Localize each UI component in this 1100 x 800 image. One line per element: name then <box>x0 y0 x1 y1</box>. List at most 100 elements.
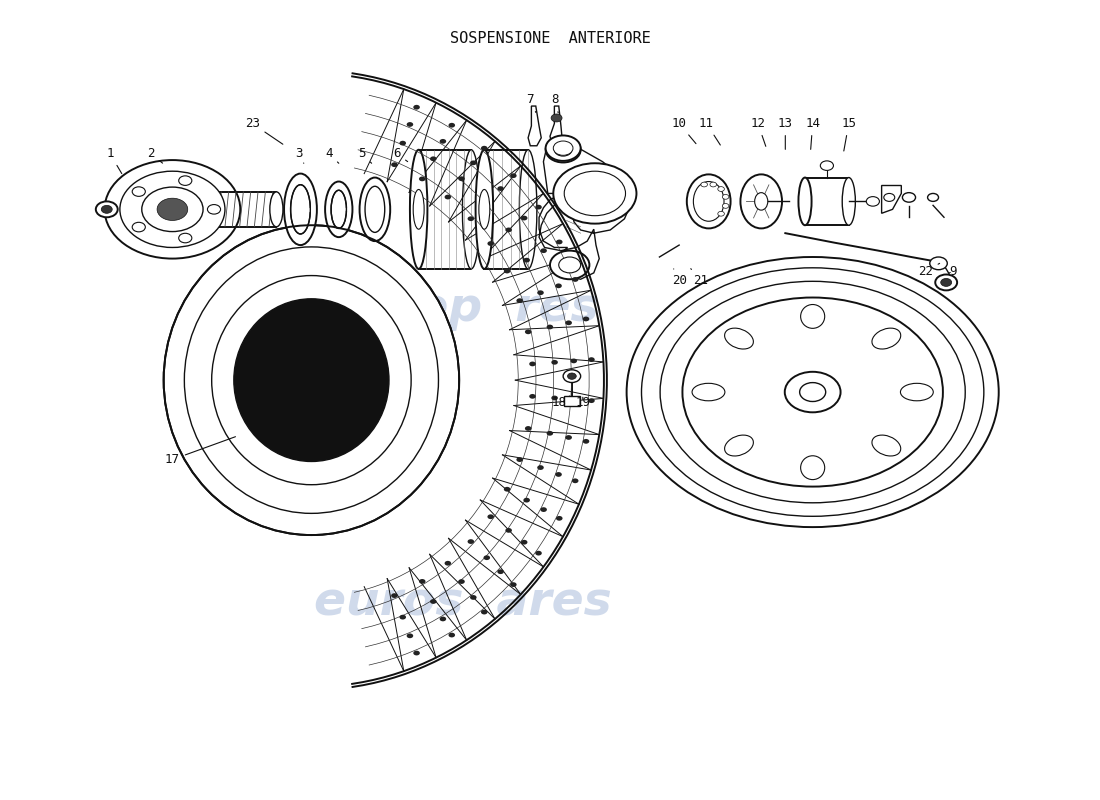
Circle shape <box>930 257 947 270</box>
Circle shape <box>800 382 826 402</box>
Text: SOSPENSIONE  ANTERIORE: SOSPENSIONE ANTERIORE <box>450 30 650 46</box>
Circle shape <box>399 614 406 619</box>
Circle shape <box>470 595 476 600</box>
Circle shape <box>588 398 595 403</box>
Text: 14: 14 <box>805 117 821 150</box>
Circle shape <box>449 633 455 638</box>
Ellipse shape <box>801 305 825 328</box>
Polygon shape <box>539 147 632 279</box>
Ellipse shape <box>478 190 490 229</box>
Circle shape <box>132 222 145 232</box>
Circle shape <box>516 298 522 303</box>
Circle shape <box>718 186 725 191</box>
Circle shape <box>468 216 474 221</box>
Circle shape <box>407 634 414 638</box>
Circle shape <box>521 216 528 221</box>
Circle shape <box>718 211 725 216</box>
Circle shape <box>559 257 581 273</box>
Circle shape <box>556 472 562 477</box>
Circle shape <box>449 123 455 128</box>
Circle shape <box>565 435 572 440</box>
Circle shape <box>660 282 965 503</box>
Circle shape <box>414 650 420 655</box>
Text: 22: 22 <box>917 263 939 278</box>
Circle shape <box>627 257 999 527</box>
Circle shape <box>481 146 487 150</box>
Circle shape <box>487 241 494 246</box>
Circle shape <box>547 431 553 436</box>
Circle shape <box>902 193 915 202</box>
Circle shape <box>484 200 491 205</box>
Text: euros  ares: euros ares <box>314 580 612 625</box>
Circle shape <box>399 141 406 146</box>
Circle shape <box>392 594 398 598</box>
Circle shape <box>556 283 562 288</box>
Circle shape <box>540 248 547 253</box>
Ellipse shape <box>686 174 730 228</box>
Text: 13: 13 <box>778 117 793 150</box>
Circle shape <box>546 135 581 161</box>
Ellipse shape <box>801 456 825 480</box>
Circle shape <box>540 507 547 512</box>
Ellipse shape <box>270 192 283 227</box>
Circle shape <box>867 197 879 206</box>
Circle shape <box>430 599 437 604</box>
Circle shape <box>157 198 188 221</box>
Ellipse shape <box>234 299 389 462</box>
Ellipse shape <box>290 185 310 234</box>
Text: 15: 15 <box>842 117 856 151</box>
Circle shape <box>568 373 576 379</box>
Ellipse shape <box>360 178 390 241</box>
Circle shape <box>572 478 579 483</box>
Circle shape <box>710 182 716 187</box>
Polygon shape <box>528 106 541 146</box>
Circle shape <box>536 550 542 555</box>
Circle shape <box>583 317 590 322</box>
Text: 18: 18 <box>551 396 570 409</box>
Circle shape <box>564 171 626 216</box>
Ellipse shape <box>326 182 352 237</box>
Circle shape <box>440 617 447 622</box>
Text: 3: 3 <box>296 147 304 163</box>
Circle shape <box>529 394 536 398</box>
Circle shape <box>553 141 573 155</box>
Ellipse shape <box>740 174 782 228</box>
Circle shape <box>537 465 543 470</box>
Circle shape <box>497 186 504 191</box>
Circle shape <box>784 372 840 412</box>
Circle shape <box>537 290 543 295</box>
Text: 20: 20 <box>672 269 686 287</box>
Ellipse shape <box>475 150 493 269</box>
Ellipse shape <box>185 247 439 514</box>
Circle shape <box>487 514 494 519</box>
Text: 4: 4 <box>326 147 339 163</box>
Circle shape <box>132 187 145 196</box>
Circle shape <box>481 610 487 614</box>
Circle shape <box>440 139 447 144</box>
Circle shape <box>529 362 536 366</box>
Circle shape <box>536 205 542 210</box>
Ellipse shape <box>755 193 768 210</box>
Circle shape <box>554 143 572 156</box>
Circle shape <box>572 277 579 282</box>
Circle shape <box>510 174 517 178</box>
Text: europ  res: europ res <box>327 286 598 331</box>
Circle shape <box>927 194 938 202</box>
Text: 12: 12 <box>750 117 766 146</box>
Ellipse shape <box>692 383 725 401</box>
Circle shape <box>556 516 562 521</box>
Circle shape <box>505 528 512 533</box>
Ellipse shape <box>725 328 754 349</box>
Circle shape <box>701 182 707 187</box>
Polygon shape <box>564 396 580 406</box>
Circle shape <box>208 205 221 214</box>
Circle shape <box>142 187 204 231</box>
Text: 10: 10 <box>672 117 696 144</box>
Circle shape <box>96 202 118 218</box>
Circle shape <box>551 360 558 365</box>
Circle shape <box>723 194 729 199</box>
Ellipse shape <box>365 186 385 232</box>
Circle shape <box>583 439 590 444</box>
Circle shape <box>565 321 572 325</box>
Circle shape <box>516 458 522 462</box>
